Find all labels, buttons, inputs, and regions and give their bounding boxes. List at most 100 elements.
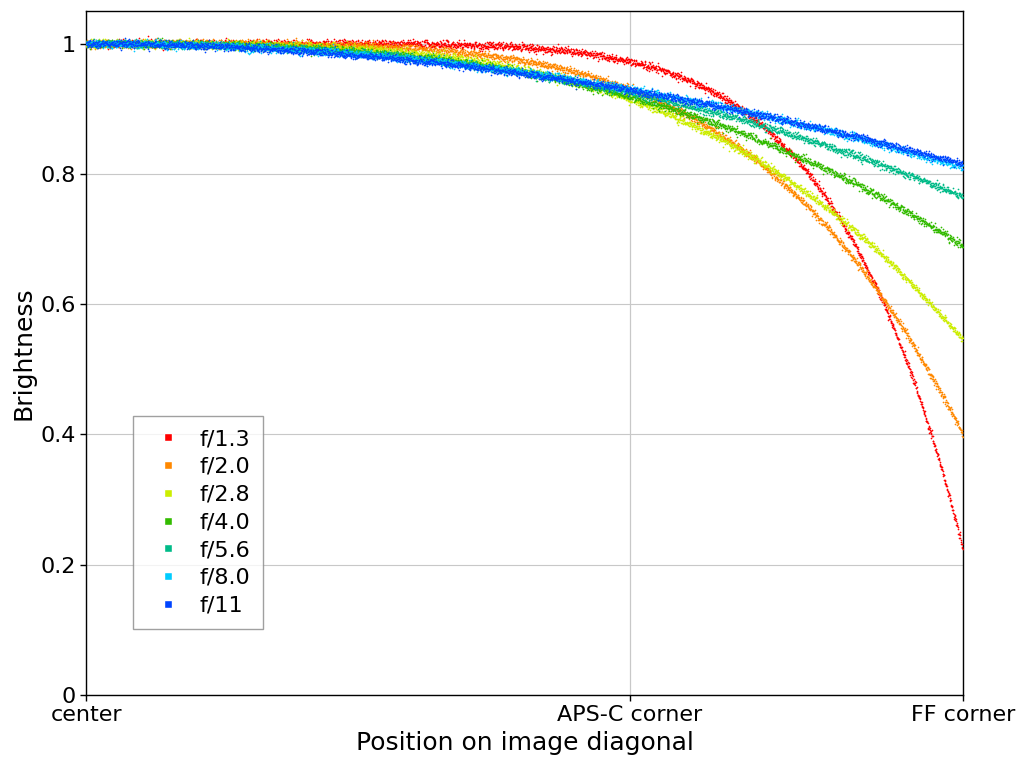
Point: [165, 39, 182, 51]
Point: [422, 38, 438, 51]
Point: [573, 45, 589, 57]
Point: [325, 41, 342, 53]
Point: [566, 77, 583, 90]
Point: [881, 303, 898, 316]
Point: [205, 40, 222, 52]
Point: [283, 40, 300, 52]
Point: [548, 63, 564, 75]
Point: [452, 49, 469, 61]
Point: [85, 38, 102, 51]
Point: [215, 39, 232, 51]
Point: [575, 65, 591, 77]
Point: [817, 188, 833, 201]
Point: [185, 39, 201, 51]
Point: [949, 241, 965, 254]
Point: [936, 391, 952, 404]
Point: [863, 134, 879, 146]
Point: [186, 36, 202, 48]
Point: [933, 182, 949, 195]
Point: [477, 63, 494, 75]
Point: [243, 43, 260, 55]
Point: [718, 134, 735, 146]
Point: [793, 150, 810, 162]
Point: [323, 41, 340, 53]
Point: [786, 147, 802, 159]
Point: [460, 60, 476, 72]
Point: [191, 39, 207, 51]
Point: [474, 54, 490, 67]
Point: [719, 112, 736, 124]
Point: [722, 103, 739, 115]
Point: [856, 265, 872, 277]
Point: [925, 153, 942, 165]
Point: [476, 59, 492, 71]
Point: [111, 39, 127, 51]
Point: [682, 116, 699, 129]
Point: [683, 113, 700, 126]
Point: [350, 39, 366, 51]
Point: [933, 155, 949, 168]
Point: [327, 36, 344, 48]
Point: [481, 64, 498, 76]
Point: [647, 93, 664, 106]
Point: [874, 155, 891, 167]
Point: [276, 38, 292, 51]
Point: [319, 39, 336, 51]
Point: [693, 81, 709, 93]
Point: [726, 103, 743, 116]
Point: [739, 149, 755, 161]
Point: [87, 36, 104, 48]
Point: [436, 55, 452, 67]
Point: [638, 86, 655, 98]
Point: [351, 47, 367, 59]
Point: [577, 69, 593, 81]
Point: [813, 184, 829, 196]
Point: [446, 55, 463, 67]
Point: [702, 97, 718, 110]
Point: [845, 178, 862, 191]
Point: [539, 61, 555, 74]
Point: [608, 88, 625, 100]
Point: [432, 53, 448, 65]
Point: [113, 39, 129, 51]
Point: [887, 199, 904, 211]
Point: [637, 93, 654, 106]
Point: [302, 40, 318, 52]
Point: [98, 37, 115, 49]
Point: [793, 196, 810, 208]
Point: [673, 117, 689, 129]
Point: [574, 75, 590, 87]
Point: [605, 55, 622, 67]
Point: [882, 141, 899, 153]
Point: [396, 57, 412, 69]
Point: [286, 42, 303, 54]
Point: [126, 40, 143, 52]
Point: [131, 39, 148, 51]
Point: [603, 80, 620, 92]
Point: [303, 36, 319, 48]
Point: [193, 38, 209, 50]
Point: [234, 40, 250, 52]
Point: [226, 37, 242, 49]
Point: [244, 36, 261, 48]
Point: [289, 40, 306, 52]
Point: [262, 38, 278, 50]
Point: [158, 41, 174, 53]
Point: [436, 38, 452, 51]
Point: [833, 214, 850, 226]
Point: [220, 41, 236, 53]
Point: [554, 72, 570, 84]
Point: [299, 47, 315, 59]
Point: [261, 42, 277, 54]
Point: [570, 46, 587, 58]
Point: [791, 181, 807, 193]
Point: [267, 35, 283, 47]
Point: [328, 42, 345, 54]
Point: [870, 136, 886, 149]
Point: [870, 246, 886, 258]
Point: [337, 36, 353, 48]
Point: [696, 97, 712, 109]
Point: [79, 39, 95, 51]
Point: [871, 135, 887, 147]
Point: [584, 48, 600, 61]
